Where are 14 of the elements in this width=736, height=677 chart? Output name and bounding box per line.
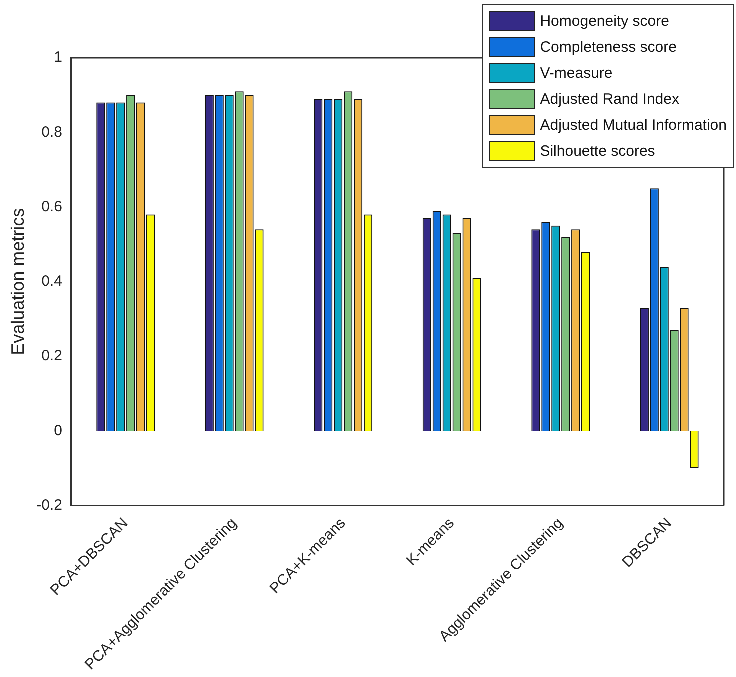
y-tick-label: -0.2: [36, 496, 62, 514]
y-tick-label: 1: [54, 49, 62, 66]
y-axis-title: Evaluation metrics: [8, 208, 28, 356]
y-tick-label: 0.8: [42, 124, 62, 141]
legend-label: Adjusted Mutual Information: [540, 116, 727, 134]
y-tick-label: 0.6: [42, 198, 62, 216]
legend-label: V-measure: [540, 64, 613, 82]
legend-label: Homogeneity score: [540, 12, 670, 30]
y-tick-label: 0.4: [42, 273, 62, 290]
y-tick-label: 0: [54, 422, 62, 440]
legend-label: Completeness score: [540, 38, 677, 56]
legend-label: Adjusted Rand Index: [540, 90, 680, 108]
y-tick-label: 0.2: [42, 348, 62, 365]
legend-label: Silhouette scores: [540, 142, 656, 160]
